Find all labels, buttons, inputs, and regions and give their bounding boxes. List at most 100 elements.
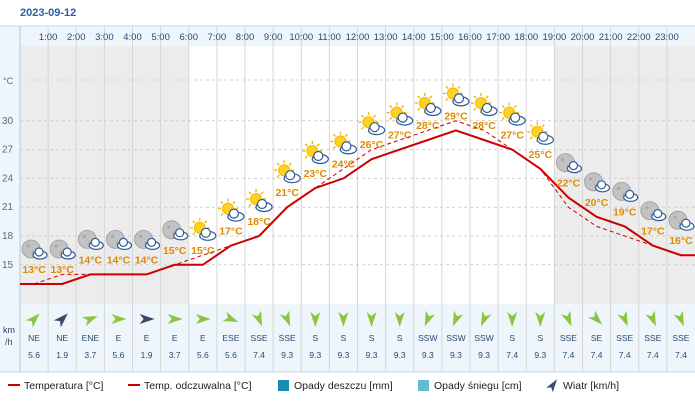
temperature-label: 14°C bbox=[107, 254, 131, 266]
temperature-label: 14°C bbox=[79, 254, 103, 266]
temperature-label: 13°C bbox=[50, 264, 74, 276]
sun-cloud-icon bbox=[246, 189, 273, 213]
sun-cloud-icon bbox=[274, 160, 301, 184]
sun-ray bbox=[501, 117, 505, 121]
wind-direction: S bbox=[341, 333, 347, 343]
sun-cloud-icon bbox=[386, 102, 414, 126]
legend-label: Temp. odczuwalna [°C] bbox=[144, 380, 252, 392]
legend-square-icon bbox=[418, 380, 429, 391]
cloud-shape bbox=[285, 170, 296, 181]
hour-label: 18:00 bbox=[514, 32, 538, 43]
moon-crater bbox=[26, 244, 30, 248]
sun-ray bbox=[401, 105, 405, 109]
hour-label: 22:00 bbox=[627, 32, 651, 43]
wind-arrow-shape bbox=[279, 310, 291, 327]
wind-arrow-icon bbox=[195, 314, 211, 324]
temperature-label: 18°C bbox=[247, 216, 271, 228]
wind-speed: 3.7 bbox=[84, 350, 96, 360]
cloud-shape bbox=[313, 150, 324, 162]
wind-direction: SE bbox=[591, 333, 603, 343]
wind-arrow-shape bbox=[546, 379, 558, 393]
temperature-label: 27°C bbox=[388, 130, 412, 142]
temperature-labels: 13°C 13°C 14°C 14°C 14°C 15°C 15°C 17°C 18°C 21°C… bbox=[22, 110, 693, 276]
wind-arrow-icon bbox=[338, 312, 349, 327]
sun-ray bbox=[276, 162, 280, 166]
cloud-shape bbox=[62, 247, 72, 257]
wind-arrow-icon bbox=[617, 310, 628, 327]
cloud-shape bbox=[538, 131, 549, 142]
sun-ray bbox=[332, 145, 336, 149]
legend-label: Opady śniegu [cm] bbox=[434, 380, 522, 392]
y-tick-label: 21 bbox=[2, 202, 14, 213]
temperature-label: 22°C bbox=[557, 178, 581, 190]
wind-direction: SSE bbox=[251, 333, 268, 343]
sun-cloud-icon bbox=[217, 198, 245, 222]
sun-ray bbox=[389, 105, 393, 109]
sun-ray bbox=[373, 114, 377, 118]
wind-arrow-shape bbox=[366, 312, 377, 327]
sun-ray bbox=[332, 133, 336, 137]
forecast-date: 2023-09-12 bbox=[20, 7, 76, 19]
moon-crater bbox=[138, 234, 143, 238]
wind-arrow-icon bbox=[507, 312, 518, 327]
hour-label: 1:00 bbox=[39, 32, 58, 43]
hour-label: 7:00 bbox=[208, 32, 227, 43]
wind-speed: 9.3 bbox=[478, 350, 490, 360]
wind-speed: 7.4 bbox=[506, 350, 518, 360]
wind-direction: NE bbox=[28, 333, 40, 343]
sun-ray bbox=[248, 191, 252, 195]
sun-ray bbox=[304, 143, 308, 147]
hour-label: 2:00 bbox=[67, 32, 86, 43]
temperature-line bbox=[20, 129, 695, 285]
hour-label: 8:00 bbox=[236, 32, 255, 43]
wind-speed: 1.9 bbox=[141, 350, 153, 360]
moon-cloud-icon bbox=[640, 201, 667, 222]
wind-speed: 9.3 bbox=[422, 350, 434, 360]
wind-arrow-icon bbox=[81, 315, 98, 327]
wind-speed: 1.9 bbox=[56, 350, 68, 360]
wind-arrow-icon bbox=[673, 310, 684, 327]
moon-crater bbox=[110, 234, 115, 238]
sun-ray bbox=[316, 143, 320, 147]
cloud-shape bbox=[653, 209, 663, 219]
sun-ray bbox=[276, 174, 280, 178]
temperature-label: 23°C bbox=[304, 168, 328, 180]
wind-direction: ESE bbox=[222, 333, 239, 343]
feels-like-line bbox=[20, 120, 695, 285]
y-tick-label: 18 bbox=[2, 231, 14, 242]
wind-arrow-shape bbox=[81, 315, 98, 327]
cloud-shape bbox=[34, 247, 44, 257]
wind-arrow-shape bbox=[167, 314, 183, 324]
wind-arrow-icon bbox=[645, 310, 656, 327]
wind-arrow-shape bbox=[222, 311, 239, 323]
cloud-shape bbox=[175, 228, 185, 238]
sun-cloud-icon bbox=[442, 83, 470, 107]
weather-icons bbox=[21, 83, 695, 260]
sun-ray bbox=[360, 114, 365, 118]
wind-arrow-icon bbox=[546, 379, 558, 393]
sun-ray bbox=[457, 85, 461, 89]
temperature-label: 15°C bbox=[163, 245, 187, 257]
wind-arrow-icon bbox=[366, 312, 377, 327]
axis-band bbox=[0, 26, 20, 372]
wind-arrow-shape bbox=[645, 310, 656, 327]
sun-ray bbox=[304, 155, 308, 159]
temperature-label: 17°C bbox=[219, 226, 243, 238]
hour-label: 4:00 bbox=[123, 32, 142, 43]
moon-cloud-icon bbox=[77, 229, 104, 250]
wind-arrow-shape bbox=[25, 313, 40, 328]
wind-arrow-icon bbox=[251, 310, 263, 327]
wind-arrow-icon bbox=[394, 312, 405, 327]
wind-direction: SSE bbox=[672, 333, 689, 343]
cloud-shape bbox=[625, 189, 635, 199]
day-background bbox=[188, 46, 555, 304]
sun-ray bbox=[473, 95, 477, 99]
sun-ray bbox=[541, 124, 545, 128]
wind-speed: 5.6 bbox=[225, 350, 237, 360]
hour-label: 9:00 bbox=[264, 32, 283, 43]
wind-arrow-icon bbox=[310, 312, 321, 327]
wind-speed: 7.4 bbox=[647, 350, 659, 360]
hour-label: 13:00 bbox=[374, 32, 398, 43]
moon-cloud-icon bbox=[49, 239, 76, 260]
wind-arrow-icon bbox=[561, 310, 572, 327]
